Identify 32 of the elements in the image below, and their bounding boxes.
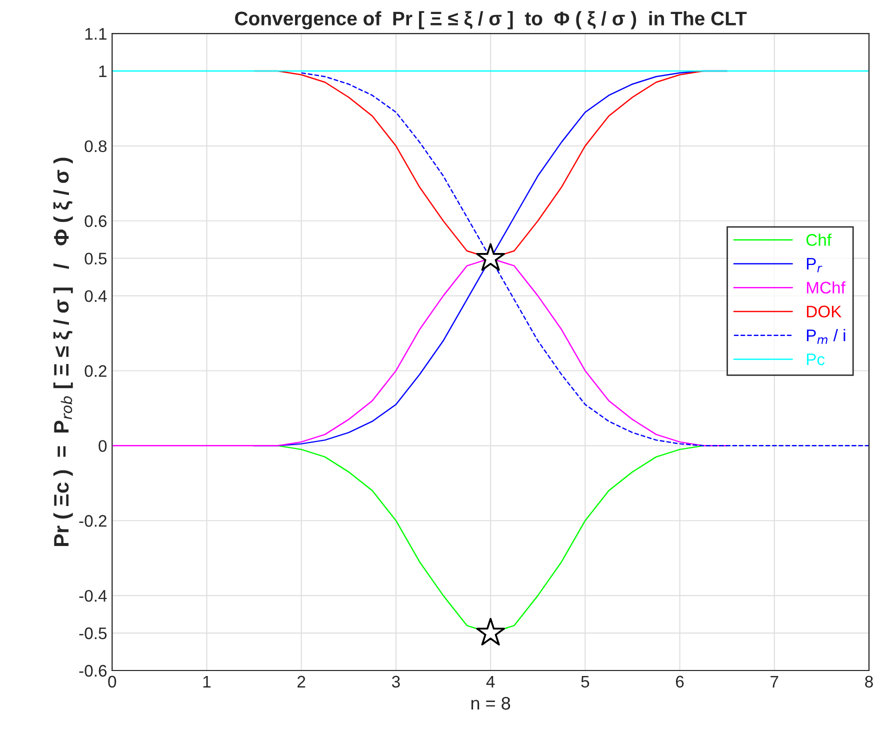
legend-label: DOK <box>806 306 842 318</box>
line-series <box>300 72 869 446</box>
x-tick-label: 0 <box>108 676 116 688</box>
x-tick-label: 7 <box>770 676 778 688</box>
y-tick-label: -0.6 <box>79 664 107 677</box>
y-tick-label: 0.8 <box>84 140 107 152</box>
legend-label: P$_{r}$ <box>806 258 822 272</box>
x-tick-label: 4 <box>486 676 495 688</box>
x-tick-label: 6 <box>676 676 684 688</box>
x-axis-title: n = 8 <box>471 696 510 710</box>
x-tick-label: 2 <box>298 676 306 688</box>
legend-label: P$_{m}$ / i <box>806 329 846 344</box>
y-tick-label: 0.4 <box>84 290 107 302</box>
y-tick-label: 0.6 <box>84 215 107 228</box>
x-tick-label: 3 <box>392 676 400 688</box>
legend-label: Chf <box>806 234 832 246</box>
line-series <box>112 258 728 446</box>
y-tick-label: -0.4 <box>79 590 107 602</box>
y-tick-label: 0.2 <box>84 365 106 377</box>
y-tick-label: -0.5 <box>79 627 107 640</box>
chart-title: Convergence of Pr [ Ξ ≤ ξ / σ ] to Φ ( ξ / σ ) in The CLT <box>235 11 747 30</box>
y-tick-label: 1.1 <box>85 28 106 40</box>
y-tick-label: 0 <box>98 440 107 452</box>
y-tick-label: -0.2 <box>79 515 106 527</box>
x-tick-label: 8 <box>865 676 873 688</box>
x-tick-label: 1 <box>203 676 211 688</box>
y-tick-label: 1 <box>99 66 106 78</box>
legend-label: Pc <box>806 354 825 366</box>
y-axis-title: Pr ( Ξc ) = P$_{rob}$ [ Ξ ≤ ξ / σ ] / Φ ( ξ / σ ) <box>53 158 73 546</box>
legend-label: MChf <box>806 281 846 294</box>
x-tick-label: 5 <box>581 676 590 688</box>
y-tick-label: 0.5 <box>84 252 107 265</box>
